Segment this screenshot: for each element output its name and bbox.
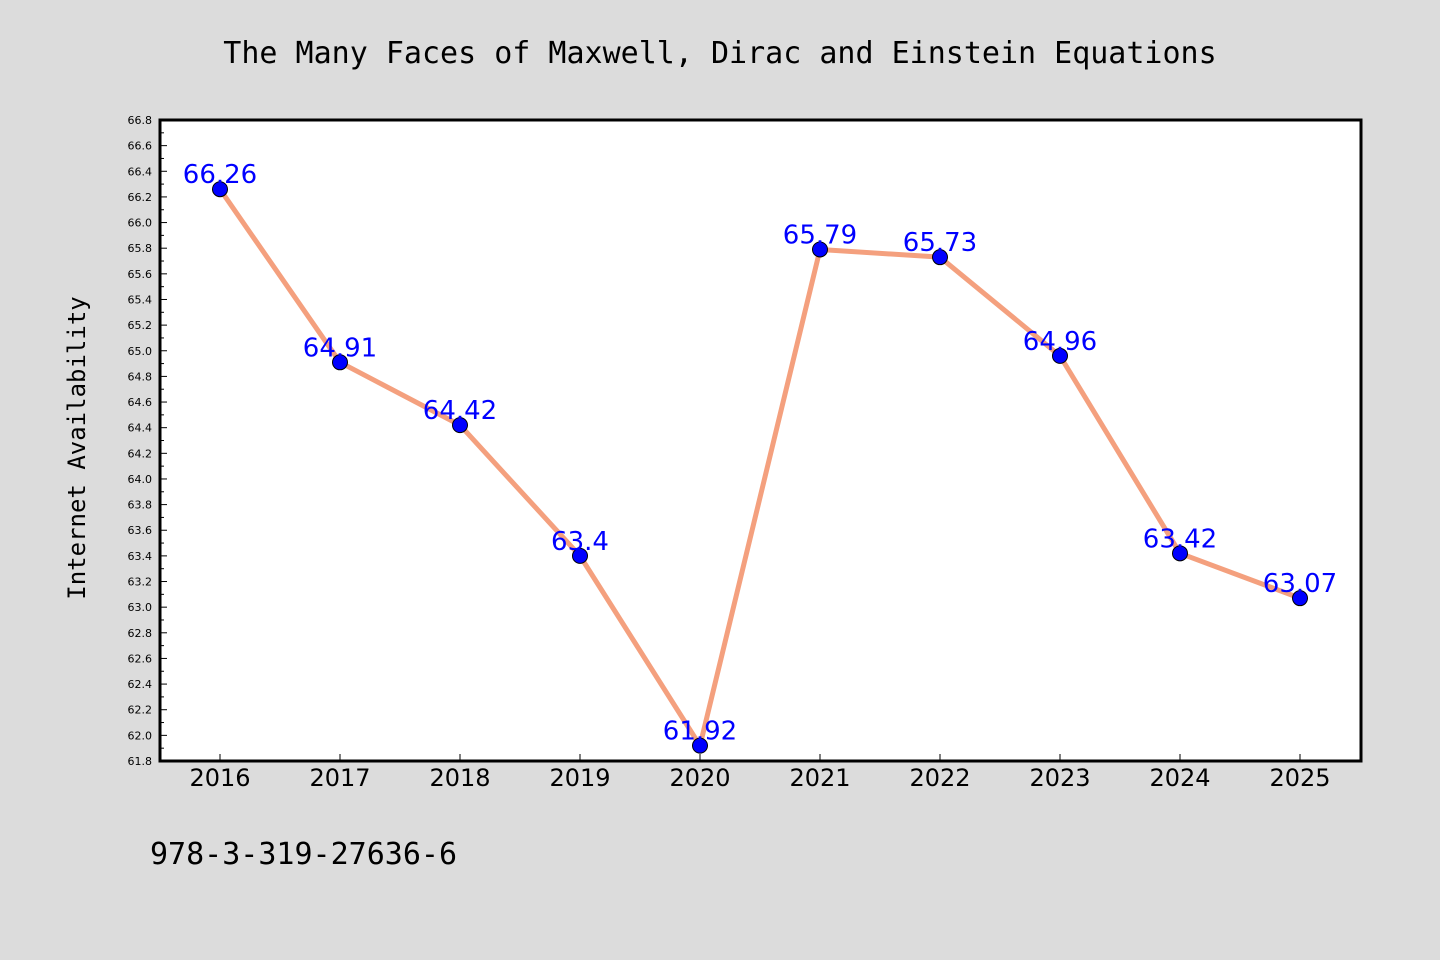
- chart-title: The Many Faces of Maxwell, Dirac and Ein…: [223, 36, 1216, 71]
- y-tick-label: 64.8: [128, 370, 153, 383]
- data-point: [1172, 545, 1188, 562]
- data-point: [692, 737, 708, 754]
- y-tick-label: 65.0: [128, 345, 153, 358]
- x-tick-label: 2016: [189, 764, 250, 792]
- series-line: [217, 186, 1303, 749]
- data-label: 61.92: [663, 717, 737, 747]
- x-tick-label: 2021: [789, 764, 850, 792]
- y-tick-label: 63.8: [128, 499, 153, 512]
- y-tick-label: 66.4: [128, 165, 153, 178]
- data-point: [932, 249, 948, 266]
- y-axis: 61.8 62.0 62.2 62.4 62.6 62.8 63.0 63.2 63.4 63.6…: [128, 114, 167, 768]
- plot-area: [158, 118, 1363, 763]
- data-point: [452, 417, 468, 434]
- x-tick-label: 2019: [549, 764, 610, 792]
- y-tick-label: 64.2: [128, 447, 153, 460]
- x-tick-label: 2023: [1029, 764, 1090, 792]
- x-tick-label: 2022: [909, 764, 970, 792]
- y-tick-label: 65.6: [128, 268, 153, 281]
- data-label: 64.42: [423, 396, 497, 426]
- y-tick-label: 62.4: [128, 678, 153, 691]
- y-tick-label: 63.0: [128, 601, 153, 614]
- data-label: 64.96: [1023, 327, 1097, 357]
- y-tick-label: 65.4: [128, 293, 153, 306]
- y-tick-label: 66.6: [128, 140, 153, 153]
- y-tick-label: 61.8: [128, 755, 153, 768]
- y-tick-label: 66.8: [128, 114, 153, 127]
- data-point: [812, 241, 828, 258]
- y-tick-label: 62.8: [128, 627, 153, 640]
- data-point: [212, 181, 228, 198]
- data-label: 63.07: [1263, 569, 1337, 599]
- footnote-isbn: 978-3-319-27636-6: [150, 837, 457, 872]
- data-label: 63.42: [1143, 524, 1217, 554]
- x-tick-label: 2017: [309, 764, 370, 792]
- data-label: 63.4: [551, 527, 609, 557]
- x-axis: 2016 2017 2018 2019 2020 2021 2022 2023 2024 2025: [189, 754, 1331, 792]
- x-tick-label: 2020: [669, 764, 730, 792]
- y-tick-label: 62.6: [128, 652, 153, 665]
- x-tick-label: 2024: [1149, 764, 1210, 792]
- y-tick-label: 64.6: [128, 396, 153, 409]
- x-tick-label: 2025: [1269, 764, 1330, 792]
- y-tick-label: 65.2: [128, 319, 153, 332]
- y-tick-label: 62.2: [128, 704, 153, 717]
- data-label: 65.79: [783, 220, 857, 250]
- y-tick-label: 63.2: [128, 576, 153, 589]
- data-point: [572, 547, 588, 564]
- y-tick-label: 63.4: [128, 550, 153, 563]
- series-internet-availability: [212, 181, 1308, 754]
- y-tick-label: 64.0: [128, 473, 153, 486]
- x-tick-label: 2018: [429, 764, 490, 792]
- y-tick-label: 62.0: [128, 729, 153, 742]
- data-label: 65.73: [903, 228, 977, 258]
- y-axis-label: Internet Availability: [63, 296, 91, 599]
- y-tick-label: 64.4: [128, 422, 153, 435]
- y-tick-label: 65.8: [128, 242, 153, 255]
- data-label: 64.91: [303, 333, 377, 363]
- data-label: 66.26: [183, 160, 257, 190]
- data-labels: 66.26 64.91 64.42 63.4 61.92 65.79 65.73 64.96 6…: [183, 160, 1337, 746]
- data-point: [332, 354, 348, 371]
- y-tick-label: 63.6: [128, 524, 153, 537]
- y-tick-label: 66.0: [128, 217, 153, 230]
- data-point: [1052, 347, 1068, 364]
- data-point: [1292, 590, 1308, 607]
- y-tick-label: 66.2: [128, 191, 153, 204]
